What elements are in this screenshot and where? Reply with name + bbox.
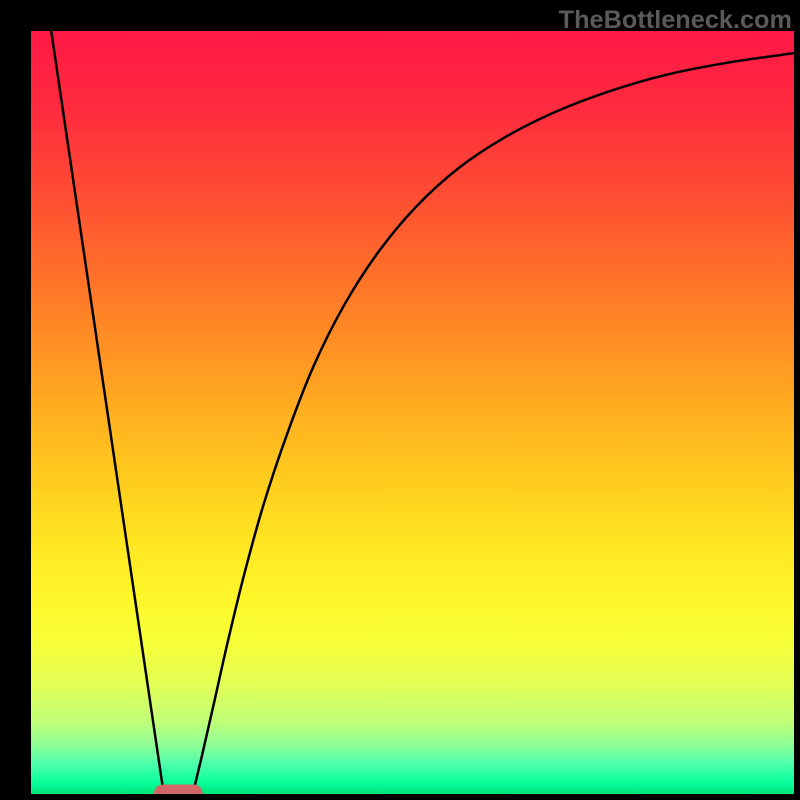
optimum-marker	[154, 784, 203, 794]
watermark-text: TheBottleneck.com	[559, 6, 792, 35]
gradient-background	[31, 31, 794, 794]
chart-svg	[31, 31, 794, 794]
chart-container: TheBottleneck.com	[0, 0, 800, 800]
plot-area	[31, 31, 794, 794]
